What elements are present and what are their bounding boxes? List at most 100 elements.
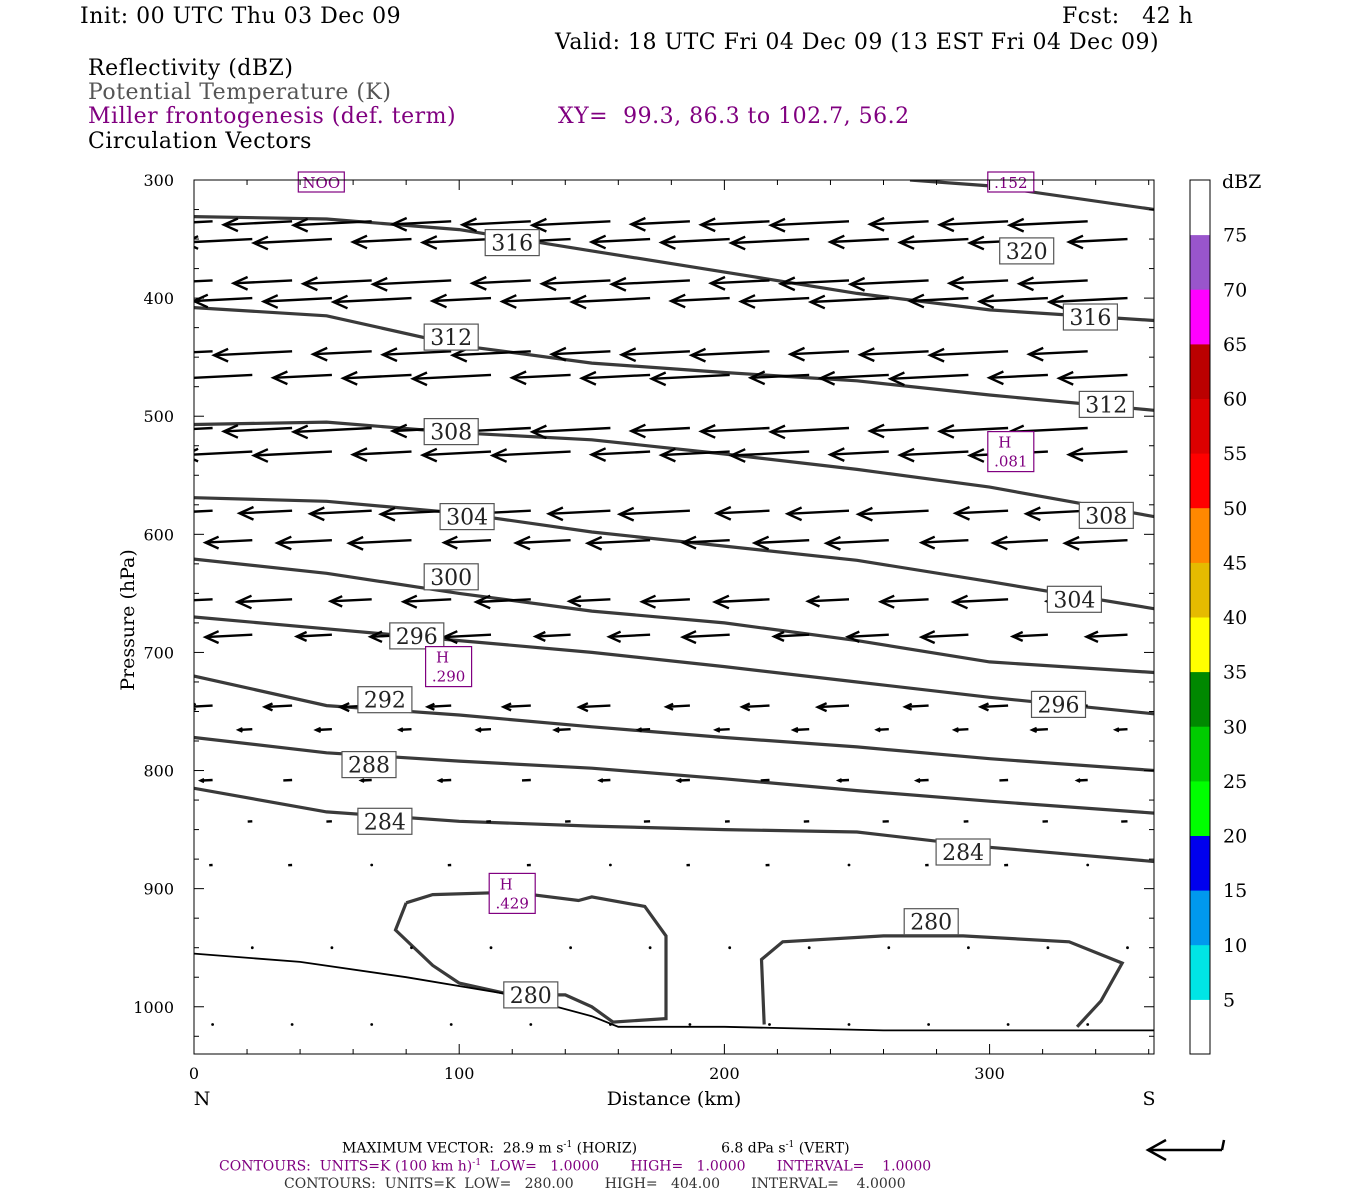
circulation-vector xyxy=(906,293,969,309)
y-tick-label: 300 xyxy=(143,171,174,190)
circulation-vector xyxy=(728,235,810,251)
circulation-vector xyxy=(489,946,493,950)
circulation-vector xyxy=(274,535,332,551)
isentrope-label-284: 284 xyxy=(935,838,991,866)
circulation-vector xyxy=(236,505,293,521)
circulation-vector xyxy=(194,235,253,250)
isentrope-label-280: 280 xyxy=(503,981,559,1009)
isentrope-label-304: 304 xyxy=(439,503,495,531)
circulation-vector xyxy=(197,778,213,784)
circulation-vector xyxy=(529,424,611,440)
circulation-vector xyxy=(513,535,571,551)
circulation-vector xyxy=(628,423,690,439)
circulation-vector xyxy=(747,370,810,386)
circulation-vector xyxy=(847,1023,851,1026)
circulation-vector xyxy=(814,702,850,713)
circulation-vector xyxy=(313,726,332,734)
y-tick-label: 400 xyxy=(143,289,174,308)
plot-frame xyxy=(193,179,1155,1055)
colorbar-level-label: 35 xyxy=(1223,662,1247,684)
circulation-vector xyxy=(976,294,1048,309)
circulation-vector xyxy=(330,294,412,310)
circulation-vector xyxy=(194,598,213,602)
x-tick-label: 0 xyxy=(189,1064,199,1083)
field-potential-temperature: Potential Temperature (K) xyxy=(88,80,392,105)
circulation-vector xyxy=(738,294,810,309)
circulation-vector xyxy=(234,594,293,610)
circulation-vector xyxy=(250,235,332,251)
circulation-vector xyxy=(698,424,770,439)
circulation-vector xyxy=(588,234,651,250)
y-tick-label: 500 xyxy=(143,407,174,426)
frontogenesis-high: H.429 xyxy=(488,872,536,915)
colorbar-segment xyxy=(1190,398,1210,454)
circulation-vector xyxy=(728,946,732,950)
circulation-vector xyxy=(194,220,213,224)
isentrope-label-288: 288 xyxy=(341,750,397,779)
circulation-vector xyxy=(539,276,611,292)
isentrope-label-296: 296 xyxy=(389,622,445,650)
circulation-vector xyxy=(270,370,332,386)
init-time: Init: 00 UTC Thu 03 Dec 09 xyxy=(80,4,402,29)
circulation-vector xyxy=(500,702,531,712)
circulation-vector xyxy=(675,778,690,784)
circulation-vector xyxy=(419,235,492,250)
svg-text:308: 308 xyxy=(430,421,472,446)
frontogenesis-high: H.081 xyxy=(987,431,1035,473)
circulation-vector xyxy=(310,346,372,362)
colorbar-segment xyxy=(1190,507,1210,563)
circulation-vector xyxy=(290,424,372,440)
circulation-vector xyxy=(918,535,969,550)
circulation-vector xyxy=(1029,726,1048,734)
circulation-vector xyxy=(874,727,889,733)
svg-text:312: 312 xyxy=(1085,393,1127,418)
field-frontogenesis: Miller frontogenesis (def. term) xyxy=(88,104,457,129)
colorbar-level-label: 60 xyxy=(1223,389,1247,411)
isentrope-316-1 xyxy=(194,215,1154,323)
circulation-vector xyxy=(307,506,372,522)
circulation-vector xyxy=(350,447,412,462)
circulation-vector xyxy=(867,423,929,439)
svg-text:NOO: NOO xyxy=(302,174,340,192)
circulation-vector xyxy=(913,778,929,784)
circulation-vector xyxy=(499,294,571,309)
circulation-vector xyxy=(1112,727,1128,733)
circulation-vector xyxy=(857,347,929,363)
svg-text:292: 292 xyxy=(364,689,406,714)
circulation-vector xyxy=(739,702,770,712)
isentrope-label-292: 292 xyxy=(357,686,413,714)
circulation-vector xyxy=(469,275,531,291)
circulation-vector xyxy=(768,424,850,440)
circulation-vector xyxy=(1066,447,1128,462)
colorbar-level-label: 25 xyxy=(1223,771,1247,793)
circulation-vector xyxy=(532,630,571,642)
frontogenesis-high: .152 xyxy=(987,171,1035,193)
colorbar-level-label: 15 xyxy=(1223,880,1247,902)
circulation-vector xyxy=(424,702,452,711)
circulation-vector xyxy=(847,276,929,292)
circulation-vector xyxy=(855,506,929,522)
isentrope-296-6 xyxy=(194,615,1154,716)
y-tick-label: 800 xyxy=(143,762,174,781)
circulation-vector xyxy=(648,371,730,387)
circulation-vector xyxy=(211,1023,215,1026)
colorbar-level-label: 5 xyxy=(1223,989,1235,1011)
circulation-vector xyxy=(1126,946,1129,950)
circulation-vector xyxy=(230,275,293,291)
circulation-vector xyxy=(396,727,412,733)
circulation-vector xyxy=(986,370,1048,386)
circulation-vector xyxy=(1086,863,1090,867)
circulation-vector xyxy=(545,506,611,522)
terrain-surface xyxy=(194,952,1154,1032)
circulation-vector xyxy=(1009,630,1048,642)
circulation-vector xyxy=(260,294,332,309)
colorbar-level-label: 40 xyxy=(1223,607,1247,629)
circulation-vector xyxy=(340,370,412,386)
circulation-vector xyxy=(1066,234,1128,250)
circulation-vector xyxy=(936,217,1009,233)
circulation-vector xyxy=(805,595,850,608)
circulation-vector xyxy=(194,509,213,513)
circulation-vector xyxy=(419,447,492,463)
svg-text:304: 304 xyxy=(1053,588,1095,613)
circulation-vector xyxy=(1016,276,1088,292)
